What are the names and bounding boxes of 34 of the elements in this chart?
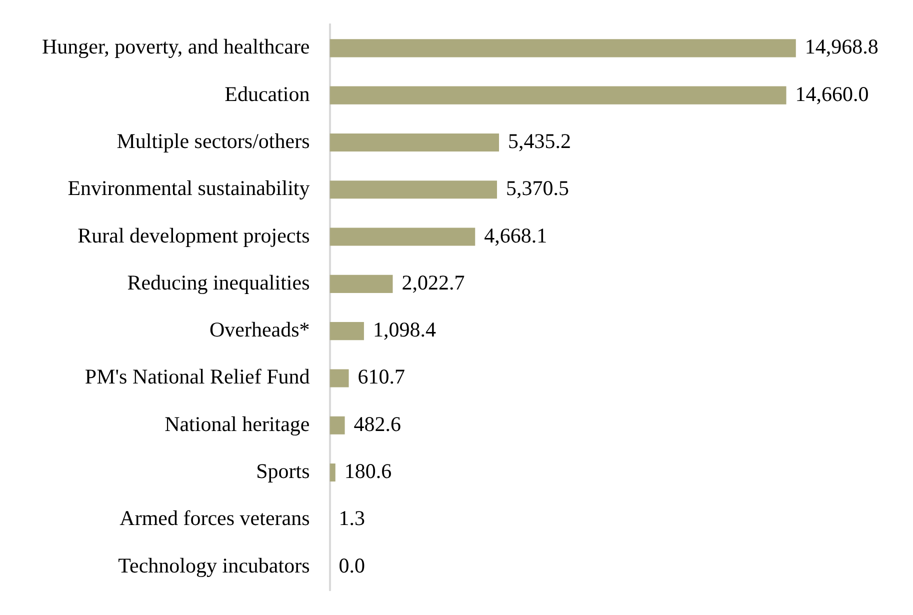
y-tick-label: Hunger, poverty, and healthcare bbox=[42, 34, 310, 59]
bar bbox=[330, 369, 349, 388]
y-tick-label: Reducing inequalities bbox=[127, 270, 310, 294]
y-tick-label: Rural development projects bbox=[78, 223, 310, 248]
data-label: 180.6 bbox=[344, 459, 392, 484]
y-tick-label: National heritage bbox=[164, 412, 310, 436]
bar bbox=[330, 180, 497, 199]
bar bbox=[330, 322, 364, 340]
bar bbox=[330, 228, 476, 246]
y-tick-label: PM's National Relief Fund bbox=[84, 364, 310, 389]
bar bbox=[330, 39, 796, 58]
data-label: 1.3 bbox=[338, 506, 366, 530]
data-label: 14,660.0 bbox=[795, 82, 869, 106]
data-label: 5,370.5 bbox=[506, 176, 569, 200]
bar bbox=[330, 416, 345, 434]
bar bbox=[330, 274, 393, 293]
data-label: 482.6 bbox=[354, 412, 402, 436]
y-tick-label: Sports bbox=[256, 459, 310, 484]
y-tick-label: Armed forces veterans bbox=[120, 506, 310, 530]
data-label: 5,435.2 bbox=[508, 128, 572, 153]
y-tick-label: Technology incubators bbox=[118, 553, 310, 578]
y-tick-label: Overheads* bbox=[209, 318, 310, 342]
data-label: 14,968.8 bbox=[804, 34, 878, 59]
bar bbox=[330, 86, 786, 104]
y-tick-label: Education bbox=[224, 82, 310, 106]
y-tick-label: Multiple sectors/others bbox=[116, 128, 310, 153]
data-label: 0.0 bbox=[338, 553, 366, 578]
data-label: 2,022.7 bbox=[402, 270, 465, 294]
bar bbox=[330, 464, 336, 482]
data-label: 610.7 bbox=[358, 364, 406, 389]
data-label: 4,668.1 bbox=[484, 223, 548, 248]
y-tick-label: Environmental sustainability bbox=[68, 176, 310, 200]
bar bbox=[330, 133, 500, 152]
data-label: 1,098.4 bbox=[372, 318, 436, 342]
